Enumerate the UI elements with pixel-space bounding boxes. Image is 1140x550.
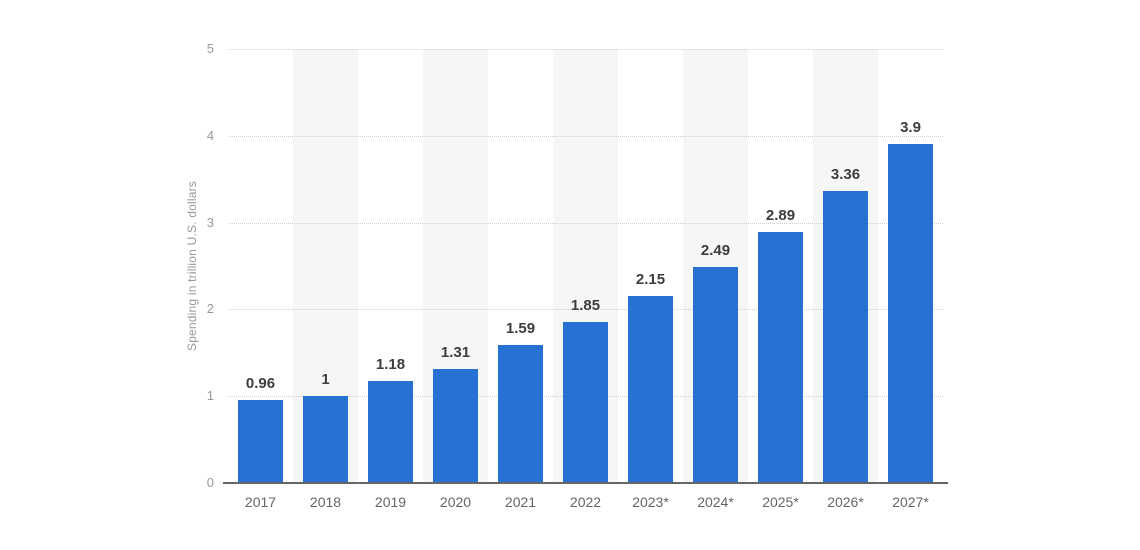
bar-2021[interactable] bbox=[498, 344, 543, 483]
x-tick-label-2023*: 2023* bbox=[632, 494, 669, 510]
bar-value-label-2024*: 2.49 bbox=[700, 241, 731, 259]
y-tick-label-3: 3 bbox=[206, 214, 214, 230]
bar-value-label-2025*: 2.89 bbox=[765, 207, 796, 225]
x-tick-label-2027*: 2027* bbox=[892, 494, 929, 510]
plot-area: 0.96 1 1.18 1.31 1.59 1.85 2.15 2.49 2.89 3.36 3.9… bbox=[223, 49, 948, 510]
bar-value-label-2021: 1.59 bbox=[505, 319, 536, 337]
y-tick-label-5: 5 bbox=[206, 41, 214, 56]
bar-value-label-2026*: 3.36 bbox=[830, 166, 861, 184]
x-tick-label-2026*: 2026* bbox=[827, 494, 864, 510]
gridline-5 bbox=[228, 49, 943, 50]
bar-2026*[interactable] bbox=[823, 191, 868, 483]
bar-value-label-2027*: 3.9 bbox=[900, 119, 921, 137]
x-tick-label-2020: 2020 bbox=[439, 494, 472, 510]
bar-2024*[interactable] bbox=[693, 266, 738, 483]
bar-2019[interactable] bbox=[368, 380, 413, 483]
bar-2025*[interactable] bbox=[758, 232, 803, 483]
y-tick-label-2: 2 bbox=[206, 301, 214, 317]
bar-2017[interactable] bbox=[238, 399, 283, 483]
x-axis-line bbox=[223, 482, 948, 484]
y-tick-label-0: 0 bbox=[206, 475, 214, 490]
gridline-2 bbox=[228, 309, 943, 311]
bar-2027*[interactable] bbox=[888, 144, 933, 483]
bar-2023*[interactable] bbox=[628, 296, 673, 483]
y-tick-label-1: 1 bbox=[206, 388, 214, 404]
gridline-3 bbox=[228, 222, 943, 224]
bar-value-label-2017: 0.96 bbox=[245, 374, 276, 392]
x-tick-label-2025*: 2025* bbox=[762, 494, 799, 510]
x-tick-label-2018: 2018 bbox=[309, 494, 342, 510]
bar-value-label-2018: 1 bbox=[321, 371, 330, 389]
bar-value-label-2019: 1.18 bbox=[375, 355, 406, 373]
bar-2020[interactable] bbox=[433, 369, 478, 483]
bar-2018[interactable] bbox=[303, 396, 348, 483]
y-tick-label-4: 4 bbox=[206, 127, 214, 143]
gridline-4 bbox=[228, 135, 943, 137]
x-tick-label-2017: 2017 bbox=[244, 494, 277, 510]
bar-value-label-2023*: 2.15 bbox=[635, 271, 666, 289]
x-tick-label-2021: 2021 bbox=[504, 494, 537, 510]
y-axis-title: Spending in trillion U.S. dollars bbox=[185, 180, 199, 352]
x-tick-label-2019: 2019 bbox=[374, 494, 407, 510]
x-tick-label-2022: 2022 bbox=[569, 494, 602, 510]
bar-value-label-2020: 1.31 bbox=[440, 344, 471, 362]
x-tick-label-2024*: 2024* bbox=[697, 494, 734, 510]
bar-2022[interactable] bbox=[563, 322, 608, 483]
bar-value-label-2022: 1.85 bbox=[570, 297, 601, 315]
